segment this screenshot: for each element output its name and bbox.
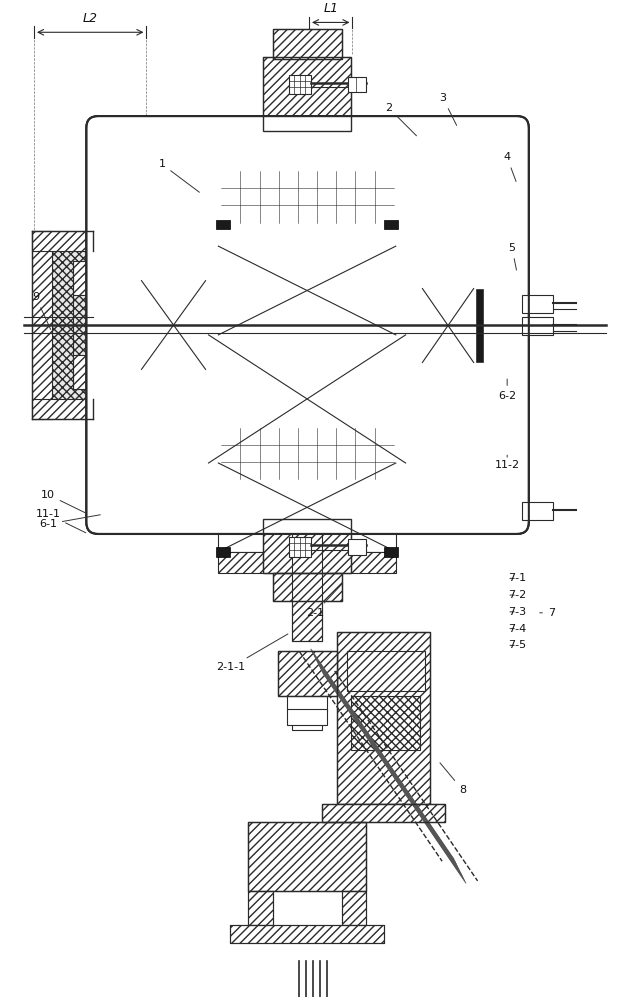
- Text: 4: 4: [504, 152, 516, 181]
- Bar: [322, 804, 445, 822]
- Bar: [248, 891, 272, 925]
- Bar: [476, 289, 482, 362]
- Bar: [351, 696, 421, 750]
- Bar: [289, 537, 311, 557]
- Bar: [139, 278, 209, 372]
- Bar: [342, 891, 366, 925]
- Bar: [216, 220, 230, 229]
- Bar: [278, 651, 337, 696]
- Text: 7-3: 7-3: [508, 607, 526, 617]
- Bar: [262, 57, 351, 131]
- Text: L1: L1: [323, 2, 338, 15]
- Bar: [262, 519, 351, 573]
- Bar: [272, 573, 342, 601]
- Text: 3: 3: [439, 93, 457, 125]
- Bar: [522, 502, 554, 520]
- Text: 2-1-1: 2-1-1: [217, 634, 288, 672]
- Bar: [522, 317, 554, 335]
- Bar: [349, 77, 366, 92]
- Bar: [337, 632, 430, 804]
- Text: 9: 9: [32, 292, 51, 329]
- Text: 11-1: 11-1: [36, 509, 86, 533]
- Bar: [32, 231, 93, 251]
- Bar: [337, 632, 430, 804]
- Bar: [218, 463, 396, 552]
- Text: 2: 2: [386, 103, 416, 136]
- Text: 1: 1: [159, 159, 199, 192]
- Bar: [218, 246, 396, 335]
- Bar: [218, 552, 396, 573]
- Bar: [221, 428, 394, 479]
- Bar: [522, 295, 554, 313]
- Bar: [141, 281, 206, 369]
- Bar: [346, 651, 426, 691]
- Bar: [272, 29, 342, 59]
- Text: 5: 5: [509, 243, 516, 270]
- Bar: [292, 522, 322, 641]
- Bar: [384, 547, 398, 557]
- Bar: [422, 289, 474, 362]
- Bar: [139, 481, 476, 522]
- FancyBboxPatch shape: [86, 116, 529, 534]
- Text: L2: L2: [82, 12, 98, 25]
- Text: 7-4: 7-4: [508, 624, 526, 634]
- Bar: [50, 249, 93, 401]
- Bar: [216, 547, 230, 557]
- Bar: [230, 925, 384, 943]
- Bar: [248, 891, 272, 925]
- Bar: [272, 29, 342, 59]
- Bar: [289, 75, 311, 94]
- Text: 8: 8: [440, 763, 466, 795]
- Text: 7-2: 7-2: [508, 590, 526, 600]
- Bar: [272, 573, 342, 601]
- Bar: [476, 128, 517, 522]
- Bar: [322, 804, 445, 822]
- Bar: [288, 709, 327, 725]
- Bar: [342, 891, 366, 925]
- Bar: [278, 651, 337, 696]
- Bar: [292, 522, 322, 641]
- Bar: [248, 822, 366, 891]
- Bar: [139, 169, 476, 481]
- Bar: [218, 224, 396, 246]
- Bar: [384, 220, 398, 229]
- Bar: [292, 710, 322, 730]
- Text: 7-1: 7-1: [508, 573, 526, 583]
- Text: 7-5: 7-5: [508, 640, 526, 650]
- Bar: [139, 128, 476, 169]
- Bar: [288, 696, 327, 710]
- Bar: [349, 539, 366, 555]
- Bar: [230, 925, 384, 943]
- Text: 11-2: 11-2: [494, 455, 520, 470]
- Bar: [32, 231, 52, 419]
- Bar: [221, 171, 394, 223]
- Text: 2-1: 2-1: [306, 583, 343, 618]
- Bar: [262, 57, 351, 131]
- Text: 6-1: 6-1: [39, 515, 101, 529]
- Bar: [98, 128, 139, 522]
- Bar: [209, 335, 406, 463]
- Bar: [248, 822, 366, 891]
- Bar: [419, 286, 477, 365]
- Text: 6-2: 6-2: [498, 379, 516, 401]
- Text: 10: 10: [41, 490, 86, 513]
- Text: 7: 7: [540, 608, 555, 618]
- Bar: [32, 399, 93, 419]
- Bar: [262, 519, 351, 573]
- Bar: [74, 261, 103, 295]
- Bar: [74, 355, 103, 389]
